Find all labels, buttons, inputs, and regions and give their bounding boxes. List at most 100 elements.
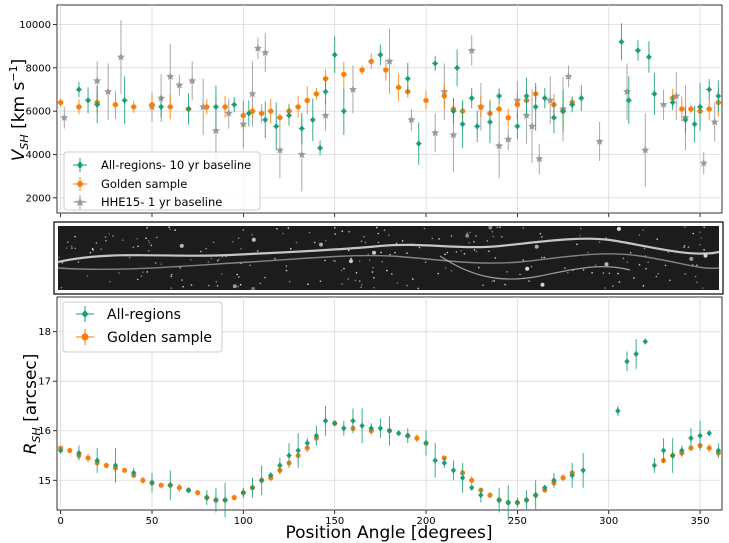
all-regions-point [322, 88, 329, 95]
all-regions-point [660, 447, 667, 454]
image-star [142, 271, 144, 274]
image-star [319, 242, 323, 247]
image-star [411, 278, 414, 281]
image-star [170, 273, 173, 276]
image-star [424, 261, 427, 264]
image-star [602, 272, 605, 274]
image-star [655, 275, 658, 278]
image-star [438, 238, 440, 240]
image-star [703, 249, 705, 251]
image-background [58, 226, 719, 290]
image-star [564, 267, 566, 269]
image-star [386, 269, 388, 272]
image-star [70, 245, 73, 247]
image-star [638, 234, 641, 236]
golden-point [359, 67, 365, 73]
image-star [212, 241, 215, 244]
image-star [450, 235, 453, 237]
image-star [381, 261, 384, 263]
image-star [256, 250, 259, 252]
image-star [699, 231, 701, 233]
image-star [237, 285, 239, 288]
image-star [657, 272, 659, 275]
image-star [334, 233, 337, 235]
image-star [181, 279, 183, 281]
image-star [341, 283, 343, 285]
image-star [683, 246, 685, 249]
image-star [350, 257, 352, 260]
image-star [446, 251, 449, 254]
x-tick-label: 200 [416, 516, 435, 527]
image-star [146, 227, 148, 229]
legend-label-hhe15: HHE15- 1 yr baseline [101, 195, 222, 209]
image-star [473, 240, 475, 243]
all-regions-point [158, 103, 164, 111]
image-star [319, 280, 322, 283]
all-regions-point [697, 103, 703, 111]
all-regions-point [149, 479, 155, 486]
image-star [343, 267, 345, 270]
image-star [136, 278, 139, 281]
image-star [128, 257, 131, 259]
golden-point [231, 495, 237, 501]
image-star [239, 283, 242, 286]
image-star [622, 257, 625, 260]
all-regions-point [474, 123, 480, 130]
image-star [656, 238, 658, 240]
golden-point [222, 104, 228, 110]
image-star [540, 282, 545, 287]
all-regions-point [469, 484, 475, 491]
all-regions-point [460, 474, 466, 482]
golden-point [341, 71, 347, 77]
x-tick-label: 300 [599, 516, 618, 527]
image-star [501, 236, 503, 238]
image-star [463, 253, 466, 255]
image-star [282, 232, 284, 235]
image-star [249, 264, 251, 267]
image-star [394, 251, 396, 254]
image-star [455, 251, 458, 253]
golden-point [76, 104, 82, 110]
image-star [377, 241, 380, 244]
legend-label-all-regions: All-regions- 10 yr baseline [101, 158, 251, 172]
all-regions-point [542, 94, 548, 102]
hhe15-point [175, 80, 184, 89]
y-tick-label: 8000 [26, 63, 51, 74]
image-star [604, 262, 609, 267]
nebula-image-panel [53, 221, 724, 295]
golden-point [496, 106, 502, 112]
all-regions-point [651, 90, 658, 98]
x-axis-label: Position Angle [degrees] [285, 523, 492, 543]
all-regions-point [688, 434, 694, 442]
all-regions-point [277, 462, 283, 469]
image-star [372, 250, 376, 255]
image-star [360, 240, 363, 243]
image-star [307, 283, 309, 286]
image-star [168, 226, 170, 228]
image-star [95, 242, 98, 244]
all-regions-point [405, 75, 411, 82]
image-star [170, 287, 173, 289]
bottom-legend: All-regions Golden sample [62, 301, 223, 353]
hhe15-point [528, 122, 536, 130]
image-star [287, 227, 290, 229]
image-star [692, 232, 695, 235]
image-star [109, 280, 111, 283]
all-regions-point [240, 489, 246, 496]
image-star [236, 273, 238, 276]
image-star [633, 277, 635, 279]
all-regions-point [551, 477, 557, 484]
image-star [522, 227, 525, 229]
all-regions-point [359, 422, 365, 429]
image-star [389, 253, 391, 256]
image-stars [58, 225, 714, 291]
legend-label-golden: Golden sample [101, 177, 187, 191]
image-star [65, 247, 68, 249]
golden-point [140, 477, 146, 483]
hhe15-point [104, 87, 113, 96]
top-ticks: 2000 4000 6000 8000 10000 [19, 20, 701, 217]
image-star [325, 240, 327, 242]
all-regions-point [450, 107, 457, 115]
hhe15-point [93, 76, 102, 85]
image-star [276, 227, 278, 230]
